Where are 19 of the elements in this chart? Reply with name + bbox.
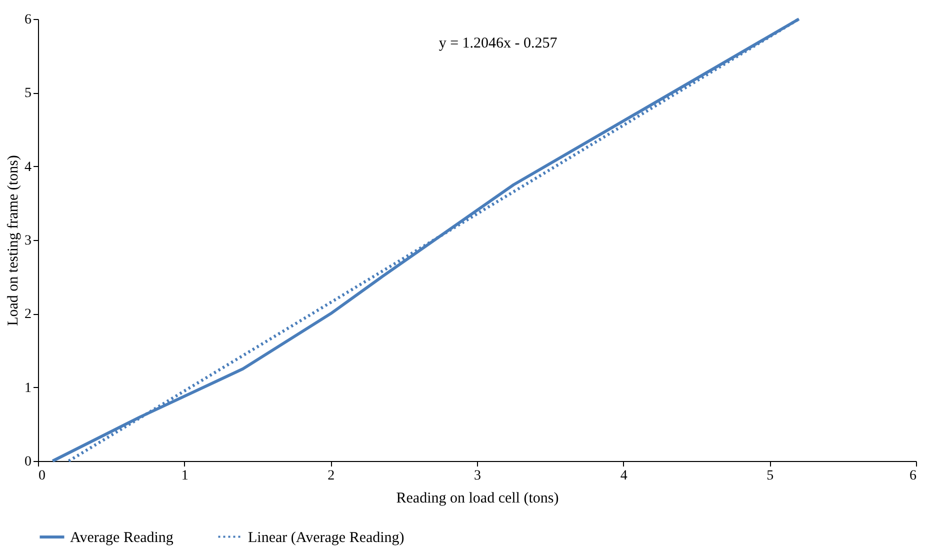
- x-tick-label: 2: [328, 468, 335, 484]
- x-tick-label: 0: [38, 468, 46, 484]
- x-tick-label: 5: [766, 468, 774, 484]
- legend-label: Average Reading: [70, 530, 174, 546]
- annotation: y = 1.2046x - 0.257: [438, 35, 558, 52]
- x-tick-label: 4: [620, 468, 628, 484]
- y-tick-label: 0: [24, 454, 32, 470]
- x-tick-label: 3: [474, 468, 481, 484]
- y-tick-label: 6: [24, 12, 32, 28]
- y-tick-label: 4: [24, 160, 32, 175]
- legend-label: Linear (Average Reading): [248, 530, 404, 546]
- x-tick-label: 6: [910, 468, 916, 484]
- y-axis-title: Load on testing frame (tons): [6, 155, 22, 326]
- x-tick-label: 1: [181, 468, 188, 484]
- y-tick-label: 2: [24, 307, 32, 322]
- x-axis-title: Reading on load cell (tons): [396, 490, 559, 506]
- y-tick-label: 5: [24, 86, 32, 102]
- y-tick-label: 1: [24, 380, 32, 396]
- y-tick-label: 3: [24, 234, 32, 248]
